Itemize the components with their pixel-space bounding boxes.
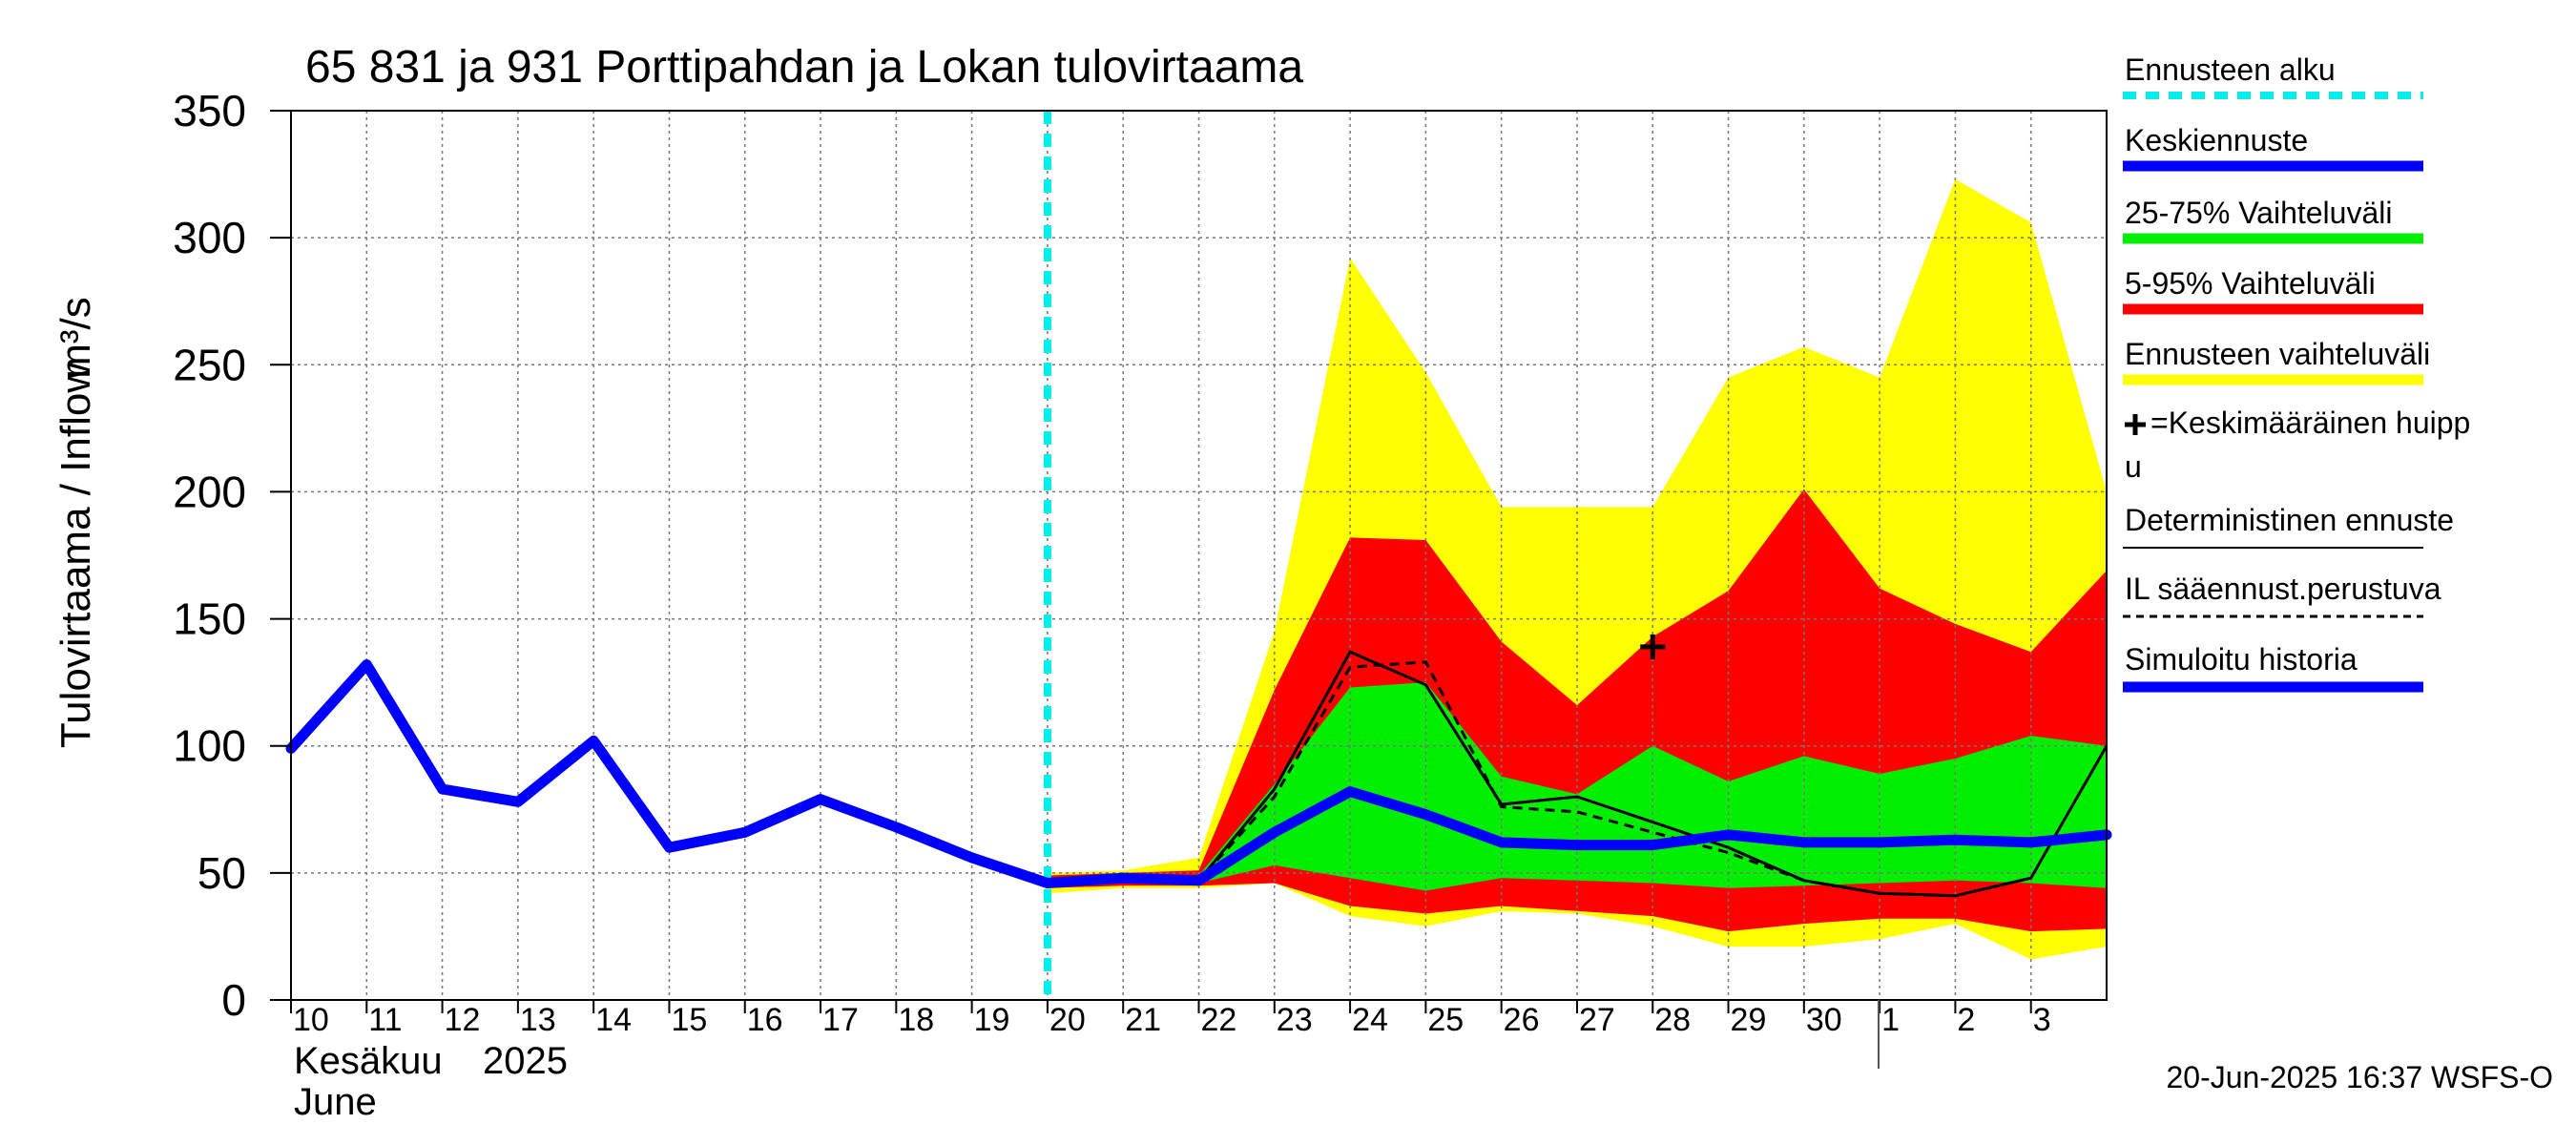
legend-label: Deterministinen ennuste (2125, 503, 2454, 537)
x-tick-label: 29 (1731, 1002, 1767, 1038)
mean-peak-marker (1640, 634, 1666, 659)
x-tick-label: 16 (747, 1002, 783, 1038)
x-tick-label: 2 (1957, 1002, 1975, 1038)
simulated-history-line (285, 659, 1053, 888)
y-tick-label: 350 (173, 86, 246, 135)
y-tick-label: 200 (173, 467, 246, 516)
x-tick-label: 19 (974, 1002, 1010, 1038)
x-tick-label: 11 (368, 1002, 402, 1038)
chart-title: 65 831 ja 931 Porttipahdan ja Lokan tulo… (305, 42, 1303, 93)
month-label-fi: Kesäkuu (294, 1040, 443, 1082)
legend-label: 25-75% Vaihteluväli (2125, 196, 2392, 230)
x-tick-label: 1 (1881, 1002, 1900, 1038)
y-tick-label: 50 (197, 848, 246, 898)
x-tick-label: 22 (1201, 1002, 1237, 1038)
plot-area (285, 111, 2112, 1000)
x-tick-label: 3 (2033, 1002, 2051, 1038)
y-tick-label: 100 (173, 721, 246, 771)
y-axis-unit: m³/s (52, 297, 99, 379)
x-tick-label: 27 (1579, 1002, 1615, 1038)
deterministic-forecast-line (1047, 650, 2109, 898)
legend-label: Keskiennuste (2125, 123, 2308, 157)
legend-label: =Keskimääräinen huipp (2150, 406, 2470, 440)
x-tick-label: 24 (1352, 1002, 1388, 1038)
y-tick-label: 250 (173, 340, 246, 389)
legend-label: Ennusteen alku (2125, 52, 2336, 87)
footer-timestamp: 20-Jun-2025 16:37 WSFS-O (2166, 1060, 2553, 1094)
x-tick-label: 18 (898, 1002, 934, 1038)
x-tick-label: 25 (1427, 1002, 1464, 1038)
legend-label: 5-95% Vaihteluväli (2125, 266, 2376, 301)
x-tick-label: 28 (1654, 1002, 1691, 1038)
year-label: 2025 (483, 1040, 568, 1082)
x-tick-label: 13 (520, 1002, 556, 1038)
x-tick-label: 15 (671, 1002, 707, 1038)
x-tick-label: 10 (293, 1002, 329, 1038)
legend-mean-peak-icon (2125, 414, 2146, 435)
y-tick-label: 0 (221, 975, 246, 1025)
legend-label: u (2125, 449, 2142, 484)
x-tick-label: 17 (822, 1002, 859, 1038)
legend-label: Ennusteen vaihteluväli (2125, 337, 2430, 371)
legend-label: Simuloitu historia (2125, 642, 2358, 677)
x-tick-label: 12 (445, 1002, 481, 1038)
legend-label: IL sääennust.perustuva (2125, 572, 2441, 606)
x-tick-label: 26 (1504, 1002, 1540, 1038)
legend: Ennusteen alku Keskiennuste 25-75% Vaihtel… (2123, 52, 2470, 693)
median-forecast-line (1042, 786, 2112, 888)
y-axis-label: Tulovirtaama / Inflow (52, 363, 99, 749)
month-label-en: June (294, 1081, 377, 1123)
y-tick-label: 300 (173, 213, 246, 262)
x-tick-label: 21 (1125, 1002, 1161, 1038)
y-tick-label: 150 (173, 594, 246, 644)
x-tick-label: 30 (1806, 1002, 1842, 1038)
x-tick-label: 20 (1049, 1002, 1086, 1038)
x-tick-label: 23 (1277, 1002, 1313, 1038)
x-tick-label: 14 (595, 1002, 632, 1038)
